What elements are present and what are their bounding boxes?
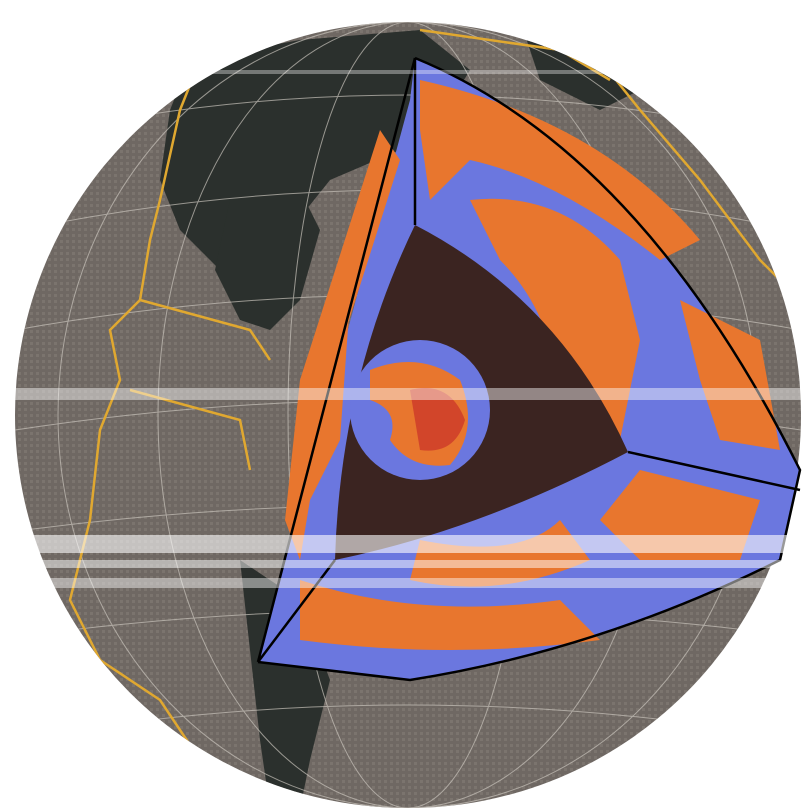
plate-boundaries	[68, 28, 801, 801]
inner-core-hot	[410, 388, 465, 451]
scan-artifacts	[0, 70, 806, 588]
cut-edges	[256, 56, 802, 682]
